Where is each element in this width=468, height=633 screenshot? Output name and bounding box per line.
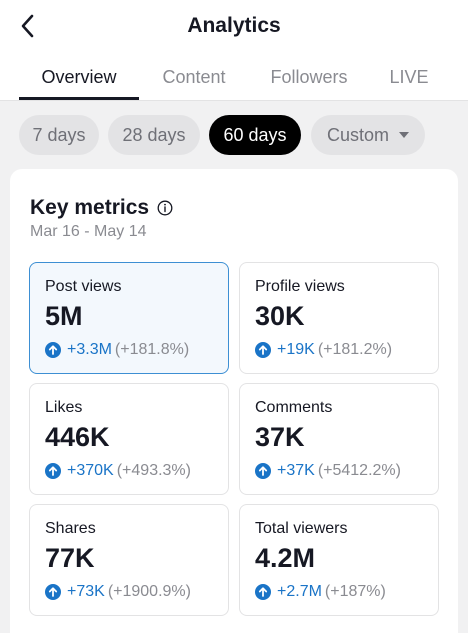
metric-label: Shares: [45, 520, 96, 537]
app-header: Analytics Overview Content Followers LIV…: [0, 0, 468, 101]
metric-value: 5M: [45, 301, 83, 331]
filter-7-days[interactable]: 7 days: [19, 115, 99, 155]
metric-label: Profile views: [255, 278, 345, 295]
active-tab-indicator: [19, 97, 139, 100]
date-range: Mar 16 - May 14: [30, 223, 147, 240]
filter-custom[interactable]: Custom: [311, 115, 425, 155]
filter-label: 60 days: [223, 124, 287, 145]
page-title: Analytics: [187, 14, 281, 37]
metric-delta: +370K: [67, 462, 114, 479]
key-metrics-card: Key metrics Mar 16 - May 14 Post views 5…: [10, 169, 458, 633]
tab-overview[interactable]: Overview: [41, 67, 117, 87]
section-title-text: Key metrics: [30, 196, 150, 219]
metric-delta: +3.3M: [67, 341, 112, 358]
arrow-up-circle-icon: [255, 342, 271, 358]
metric-percent: (+181.2%): [317, 341, 393, 358]
arrow-up-circle-icon: [45, 342, 61, 358]
metric-value: 4.2M: [255, 543, 316, 573]
tab-bar: Overview Content Followers LIVE: [0, 64, 468, 101]
metric-value: 77K: [45, 543, 95, 573]
metric-delta: +2.7M: [277, 583, 322, 600]
metric-card-shares[interactable]: Shares 77K +73K (+1900.9%): [29, 504, 229, 616]
metric-change: +370K (+493.3%): [45, 462, 191, 480]
tab-followers[interactable]: Followers: [270, 67, 348, 87]
metric-delta: +19K: [277, 341, 315, 358]
metric-delta: +73K: [67, 583, 105, 600]
metric-label: Likes: [45, 399, 83, 416]
filter-label: 7 days: [32, 124, 86, 145]
filter-label: Custom: [326, 124, 389, 145]
tab-content[interactable]: Content: [162, 67, 226, 87]
metric-label: Post views: [45, 278, 122, 295]
metric-delta: +37K: [277, 462, 315, 479]
metric-change: +37K (+5412.2%): [255, 462, 401, 480]
metric-value: 37K: [255, 422, 305, 452]
metric-card-likes[interactable]: Likes 446K +370K (+493.3%): [29, 383, 229, 495]
metric-value: 30K: [255, 301, 305, 331]
metric-label: Comments: [255, 399, 333, 416]
filter-28-days[interactable]: 28 days: [108, 115, 200, 155]
metric-change: +2.7M (+187%): [255, 583, 386, 601]
filter-60-days[interactable]: 60 days: [209, 115, 301, 155]
back-button[interactable]: [12, 10, 44, 42]
section-title: Key metrics: [30, 196, 173, 220]
arrow-up-circle-icon: [45, 463, 61, 479]
metric-change: +3.3M (+181.8%): [45, 341, 189, 359]
metric-label: Total viewers: [255, 520, 348, 537]
metric-percent: (+493.3%): [116, 462, 191, 479]
chevron-left-icon: [21, 14, 34, 38]
filter-label: 28 days: [122, 124, 186, 145]
metric-card-total-viewers[interactable]: Total viewers 4.2M +2.7M (+187%): [239, 504, 439, 616]
metric-change: +73K (+1900.9%): [45, 583, 191, 601]
tab-live[interactable]: LIVE: [389, 67, 429, 87]
metric-percent: (+1900.9%): [107, 583, 191, 600]
metric-percent: (+187%): [324, 583, 386, 600]
arrow-up-circle-icon: [255, 584, 271, 600]
arrow-up-circle-icon: [255, 463, 271, 479]
metric-percent: (+5412.2%): [317, 462, 401, 479]
metric-change: +19K (+181.2%): [255, 341, 392, 359]
date-filter-bar: 7 days 28 days 60 days Custom: [0, 101, 468, 167]
metric-percent: (+181.8%): [114, 341, 190, 358]
metric-value: 446K: [45, 422, 110, 452]
metric-card-profile-views[interactable]: Profile views 30K +19K (+181.2%): [239, 262, 439, 374]
caret-down-icon: [399, 132, 409, 138]
metric-card-comments[interactable]: Comments 37K +37K (+5412.2%): [239, 383, 439, 495]
metric-card-post-views[interactable]: Post views 5M +3.3M (+181.8%): [29, 262, 229, 374]
arrow-up-circle-icon: [45, 584, 61, 600]
info-circle-icon[interactable]: [157, 200, 173, 216]
